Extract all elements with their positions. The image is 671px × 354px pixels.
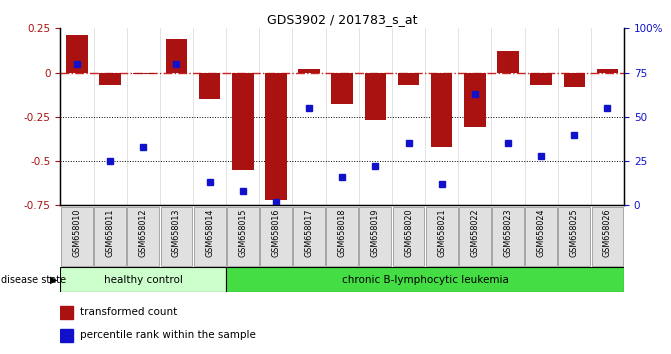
Bar xyxy=(232,73,254,170)
FancyBboxPatch shape xyxy=(260,207,292,266)
Text: GSM658022: GSM658022 xyxy=(470,209,479,257)
Text: GSM658014: GSM658014 xyxy=(205,209,214,257)
Text: GSM658021: GSM658021 xyxy=(437,209,446,257)
Bar xyxy=(226,267,624,292)
Text: transformed count: transformed count xyxy=(80,307,177,317)
Text: chronic B-lymphocytic leukemia: chronic B-lymphocytic leukemia xyxy=(342,275,509,285)
Bar xyxy=(431,73,452,147)
Bar xyxy=(398,73,419,85)
Bar xyxy=(464,73,486,127)
Text: healthy control: healthy control xyxy=(104,275,183,285)
FancyBboxPatch shape xyxy=(459,207,491,266)
FancyBboxPatch shape xyxy=(360,207,391,266)
Text: GSM658015: GSM658015 xyxy=(238,209,247,257)
FancyBboxPatch shape xyxy=(61,207,93,266)
Bar xyxy=(132,73,154,74)
Bar xyxy=(60,306,73,319)
Bar xyxy=(60,267,226,292)
FancyBboxPatch shape xyxy=(160,207,193,266)
FancyBboxPatch shape xyxy=(293,207,325,266)
Text: GSM658012: GSM658012 xyxy=(139,209,148,257)
Bar xyxy=(265,73,287,200)
Bar xyxy=(597,69,618,73)
Bar xyxy=(364,73,386,120)
Bar xyxy=(299,69,320,73)
Bar xyxy=(564,73,585,87)
Text: GSM658016: GSM658016 xyxy=(271,209,280,257)
Text: GSM658023: GSM658023 xyxy=(503,209,513,257)
Text: GSM658024: GSM658024 xyxy=(537,209,546,257)
Text: ▶: ▶ xyxy=(50,275,58,285)
Text: percentile rank within the sample: percentile rank within the sample xyxy=(80,330,256,339)
Bar xyxy=(60,329,73,342)
Text: GSM658025: GSM658025 xyxy=(570,209,579,257)
Text: GSM658020: GSM658020 xyxy=(404,209,413,257)
Bar xyxy=(530,73,552,85)
Text: GSM658013: GSM658013 xyxy=(172,209,181,257)
Text: disease state: disease state xyxy=(1,275,66,285)
FancyBboxPatch shape xyxy=(127,207,159,266)
FancyBboxPatch shape xyxy=(426,207,458,266)
Bar xyxy=(66,35,88,73)
Text: GSM658018: GSM658018 xyxy=(338,209,347,257)
Bar xyxy=(331,73,353,104)
FancyBboxPatch shape xyxy=(592,207,623,266)
FancyBboxPatch shape xyxy=(393,207,425,266)
Text: GSM658010: GSM658010 xyxy=(72,209,81,257)
FancyBboxPatch shape xyxy=(227,207,258,266)
Text: GSM658026: GSM658026 xyxy=(603,209,612,257)
FancyBboxPatch shape xyxy=(94,207,126,266)
Bar xyxy=(166,39,187,73)
FancyBboxPatch shape xyxy=(194,207,225,266)
Title: GDS3902 / 201783_s_at: GDS3902 / 201783_s_at xyxy=(267,13,417,26)
Text: GSM658019: GSM658019 xyxy=(371,209,380,257)
Bar xyxy=(199,73,220,99)
FancyBboxPatch shape xyxy=(558,207,590,266)
FancyBboxPatch shape xyxy=(492,207,524,266)
FancyBboxPatch shape xyxy=(525,207,557,266)
Text: GSM658017: GSM658017 xyxy=(305,209,313,257)
Text: GSM658011: GSM658011 xyxy=(105,209,115,257)
Bar xyxy=(99,73,121,85)
FancyBboxPatch shape xyxy=(326,207,358,266)
Bar xyxy=(497,51,519,73)
